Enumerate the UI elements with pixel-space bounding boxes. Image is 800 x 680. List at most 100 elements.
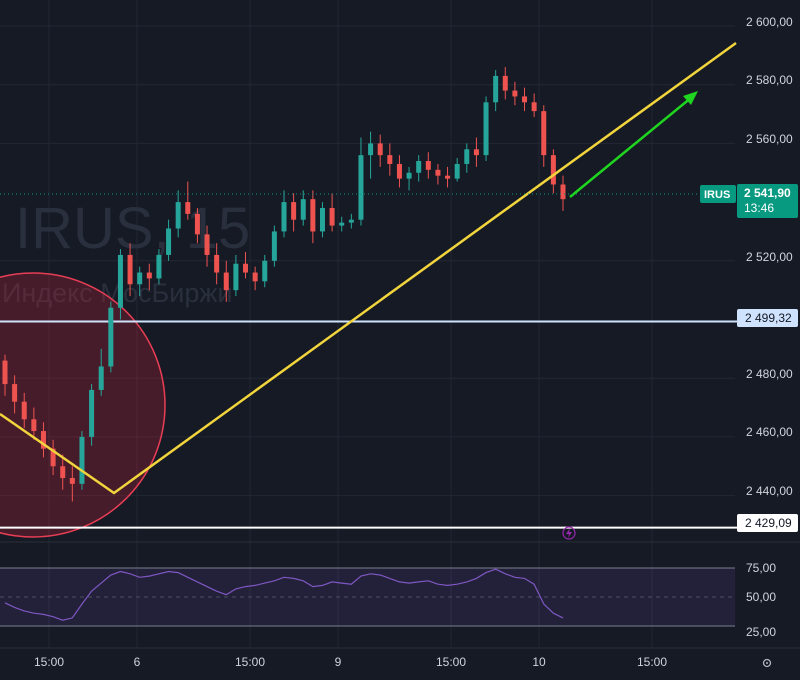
current-price-label[interactable]: IRUS 2 541,90 13:46: [700, 184, 798, 218]
time-label: 15:00: [637, 655, 667, 669]
level-label-upper[interactable]: 2 499,32: [737, 309, 798, 327]
candle-body: [89, 389, 95, 437]
candle-body: [339, 222, 345, 226]
candle-body: [137, 272, 143, 285]
candle-body: [156, 254, 162, 279]
time-label: 15:00: [235, 655, 265, 669]
candle-body: [512, 90, 518, 97]
candle-body: [204, 234, 210, 255]
time-axis[interactable]: 15:00 6 15:00 9 15:00 10 15:00: [0, 647, 800, 669]
candle-body: [473, 149, 479, 156]
candle-body: [223, 272, 229, 291]
candle-body: [98, 366, 104, 390]
candle-body: [550, 155, 556, 185]
candle-body: [271, 231, 277, 261]
candle-body: [127, 254, 133, 285]
level-label-text: 2 429,09: [745, 516, 792, 530]
candle-body: [329, 207, 335, 226]
candle-body: [79, 436, 85, 484]
price-axis[interactable]: 2 600,00 2 580,00 2 560,00 2 520,00 2 48…: [746, 15, 793, 498]
candle-body: [406, 172, 412, 179]
level-label-text: 2 499,32: [745, 311, 792, 325]
price-tick-label: 2 580,00: [746, 73, 793, 87]
candle-body: [146, 272, 152, 279]
time-label: 15:00: [34, 655, 64, 669]
candle-body: [483, 102, 489, 156]
candle-body: [108, 307, 114, 367]
candle-body: [60, 466, 66, 478]
candle-body: [243, 263, 249, 273]
candle-body: [300, 199, 306, 220]
grid: [0, 0, 735, 648]
candle-body: [368, 143, 374, 156]
rsi-axis[interactable]: 75,00 50,00 25,00: [746, 561, 776, 639]
rsi-tick-label: 25,00: [746, 625, 776, 639]
candle-body: [522, 96, 528, 103]
candle-body: [40, 431, 46, 449]
candle-body: [464, 149, 470, 164]
candlestick-series: [2, 67, 566, 502]
candle-body: [358, 155, 364, 220]
rsi-line: [4, 568, 564, 621]
candle-body: [117, 254, 123, 308]
candle-body: [348, 219, 354, 223]
price-tick-label: 2 480,00: [746, 367, 793, 381]
candle-body: [21, 401, 27, 420]
candle-body: [416, 161, 422, 173]
highlight-circle: [0, 272, 166, 538]
trendline[interactable]: [0, 41, 737, 495]
candle-body: [194, 213, 200, 235]
time-label: 6: [134, 655, 141, 669]
time-label: 9: [335, 655, 342, 669]
level-label-lower[interactable]: 2 429,09: [737, 514, 798, 532]
candle-body: [531, 102, 537, 112]
candle-body: [2, 360, 8, 385]
candle-body: [12, 384, 18, 402]
candle-body: [387, 155, 393, 164]
projection-arrow-head: [683, 91, 698, 105]
candle-body: [262, 260, 268, 282]
horizontal-levels[interactable]: [0, 320, 737, 529]
candle-body: [69, 477, 75, 484]
gear-icon[interactable]: [762, 658, 772, 668]
candle-body: [214, 254, 220, 273]
watermark-symbol: IRUS, 15: [15, 196, 250, 261]
lightning-icon[interactable]: [562, 526, 576, 540]
projection-arrow-shaft: [569, 96, 693, 198]
rsi-tick-label: 75,00: [746, 561, 776, 575]
candle-body: [50, 448, 56, 467]
projection-arrow[interactable]: [569, 91, 698, 198]
candle-body: [396, 163, 402, 179]
candle-body: [377, 143, 383, 156]
candle-body: [454, 163, 460, 179]
price-tick-label: 2 560,00: [746, 132, 793, 146]
price-tick-label: 2 440,00: [746, 484, 793, 498]
candle-body: [175, 202, 181, 229]
candle-body: [166, 228, 172, 255]
candle-body: [252, 272, 258, 282]
candle-body: [291, 202, 297, 220]
time-label: 15:00: [436, 655, 466, 669]
candle-body: [281, 202, 287, 232]
candle-body: [445, 175, 451, 179]
candle-body: [185, 202, 191, 214]
candle-body: [31, 419, 37, 432]
symbol-tag: IRUS: [704, 189, 730, 201]
candle-body: [493, 75, 499, 103]
price-tick-label: 2 460,00: [746, 425, 793, 439]
candle-body: [310, 199, 316, 232]
candle-body: [319, 207, 325, 232]
candle-body: [425, 161, 431, 170]
candle-body: [560, 184, 566, 200]
candle-body: [233, 263, 239, 291]
candle-body: [541, 111, 547, 156]
price-tick-label: 2 600,00: [746, 15, 793, 29]
rsi-pane: [0, 567, 735, 627]
current-price-value: 2 541,90: [744, 186, 791, 200]
time-label: 10: [532, 655, 546, 669]
rsi-tick-label: 50,00: [746, 590, 776, 604]
bar-countdown: 13:46: [744, 201, 774, 215]
